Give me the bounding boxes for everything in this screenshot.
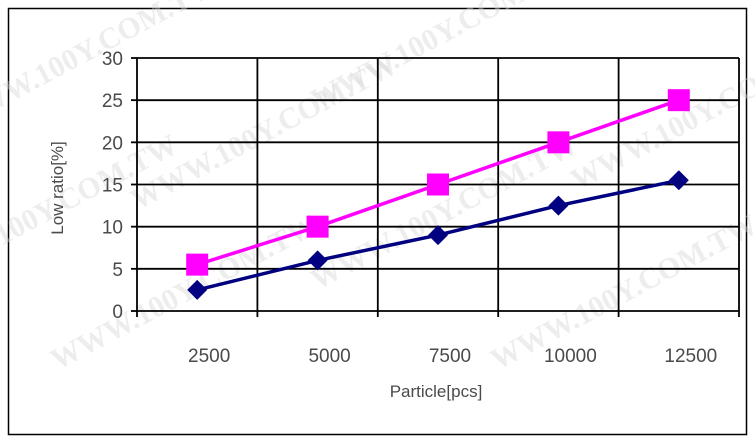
data-point-square bbox=[306, 215, 329, 238]
series-2 bbox=[187, 170, 689, 300]
data-point-square bbox=[547, 131, 570, 154]
x-tick-label: 7500 bbox=[429, 346, 471, 367]
y-tick-label: 0 bbox=[112, 302, 123, 323]
data-point-diamond bbox=[548, 195, 569, 216]
data-point-diamond bbox=[187, 279, 208, 300]
x-tick-label: 10000 bbox=[544, 346, 597, 367]
x-axis-title: Particle[pcs] bbox=[390, 382, 483, 401]
series-layer bbox=[186, 89, 690, 300]
y-tick-label: 5 bbox=[112, 260, 123, 281]
x-tick-label: 5000 bbox=[308, 346, 350, 367]
y-tick-label: 25 bbox=[102, 91, 123, 112]
data-point-diamond bbox=[668, 170, 689, 191]
data-point-square bbox=[427, 173, 449, 196]
data-point-diamond bbox=[428, 225, 448, 246]
y-tick-label: 15 bbox=[102, 176, 123, 197]
x-tick-label: 12500 bbox=[664, 346, 717, 367]
data-point-diamond bbox=[307, 250, 328, 271]
y-axis-title: Low ratio[%] bbox=[48, 141, 67, 235]
x-tick-labels: 2500 5000 7500 10000 12500 bbox=[188, 346, 717, 367]
y-tick-label: 20 bbox=[102, 133, 123, 154]
y-tick-labels: 0 5 10 15 20 25 30 bbox=[102, 49, 123, 323]
y-tick-label: 30 bbox=[102, 49, 123, 70]
plot-area: 0 5 10 15 20 25 30 2500 5000 7500 10000 12500 bbox=[102, 49, 740, 367]
x-tick-label: 2500 bbox=[188, 346, 230, 367]
series-1 bbox=[186, 89, 690, 276]
y-tick-label: 10 bbox=[102, 218, 123, 239]
data-point-square bbox=[667, 89, 690, 112]
data-point-square bbox=[186, 253, 209, 276]
